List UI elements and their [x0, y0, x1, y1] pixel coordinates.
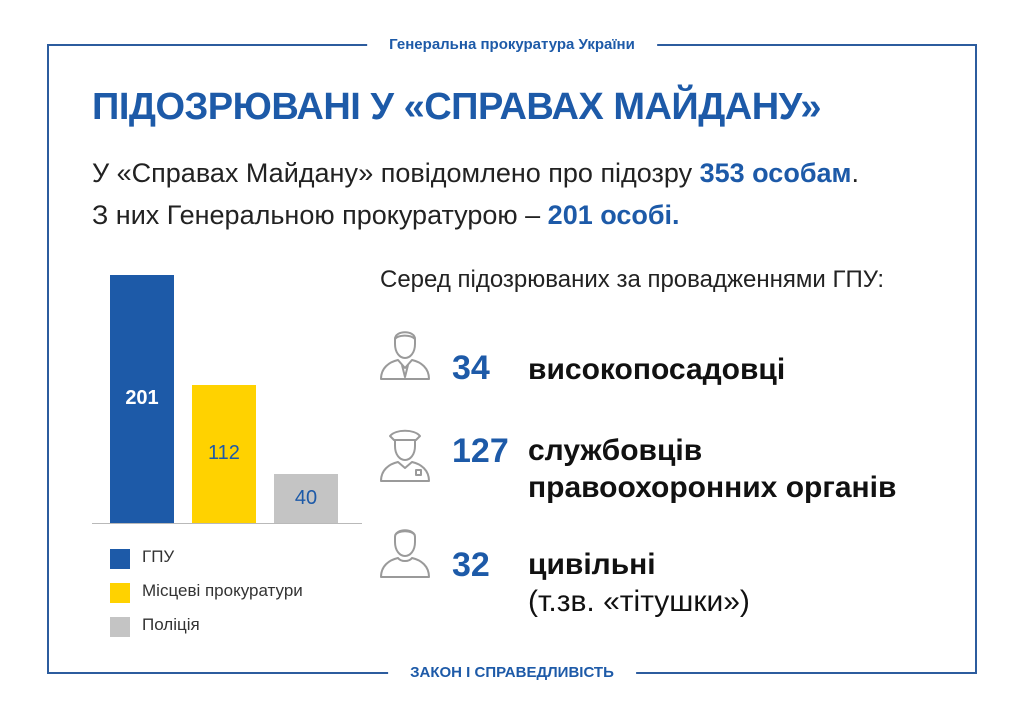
lead-line-2: З них Генеральною прокуратурою – 201 осо…	[92, 200, 680, 231]
police-officer-icon	[380, 429, 430, 482]
lead-line-1-highlight: 353 особам	[699, 158, 852, 188]
label-officials: високопосадовці	[528, 353, 786, 386]
bar-chart: 201 112 40	[92, 265, 362, 530]
lead-line-1-text: У «Справах Майдану» повідомлено про підо…	[92, 158, 700, 188]
page-title: ПІДОЗРЮВАНІ У «СПРАВАХ МАЙДАНУ»	[92, 86, 822, 128]
civilian-icon	[380, 529, 430, 578]
legend-label: Поліція	[142, 615, 200, 634]
breakdown-heading: Серед підозрюваних за провадженнями ГПУ:	[380, 266, 885, 293]
legend-label: ГПУ	[142, 547, 175, 566]
label-law-enforcement-line1: службовців	[528, 434, 703, 467]
bar-2	[274, 474, 338, 523]
bar-1	[192, 385, 256, 523]
label-civilians-note: (т.зв. «тітушки»)	[528, 585, 750, 618]
number-law-enforcement: 127	[452, 432, 509, 470]
number-civilians: 32	[452, 546, 490, 584]
bar-value-label-2: 40	[294, 486, 318, 509]
number-officials: 34	[452, 349, 490, 387]
footer-slogan: ЗАКОН І СПРАВЕДЛИВІСТЬ	[388, 664, 636, 681]
legend-label: Місцеві прокуратури	[142, 581, 303, 600]
bar-value-label-0: 201	[125, 387, 159, 409]
label-civilians: цивільні	[528, 548, 656, 581]
legend-swatch	[110, 617, 130, 637]
chart-baseline	[92, 523, 362, 524]
legend-swatch	[110, 549, 130, 569]
legend-swatch	[110, 583, 130, 603]
lead-line-2-highlight: 201 особі.	[547, 200, 680, 230]
lead-line-1-end: .	[851, 158, 860, 188]
header-org: Генеральна прокуратура України	[367, 36, 657, 53]
lead-line-1: У «Справах Майдану» повідомлено про підо…	[92, 158, 859, 189]
businessman-icon	[380, 331, 430, 380]
bar-0	[110, 275, 174, 523]
lead-line-2-text: З них Генеральною прокуратурою –	[92, 200, 548, 230]
bar-value-label-1: 112	[208, 442, 240, 464]
label-law-enforcement-line2: правоохоронних органів	[528, 471, 897, 504]
